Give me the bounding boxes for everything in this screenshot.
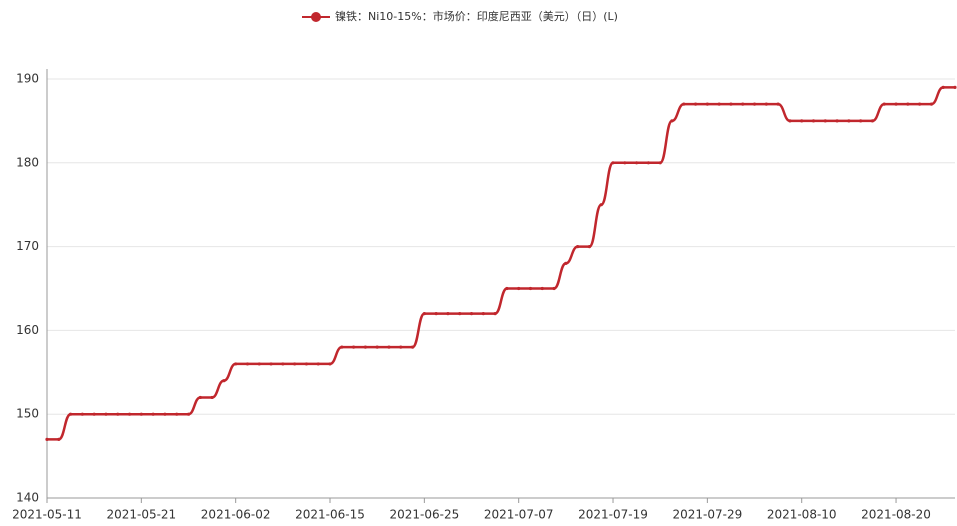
- legend-marker: [311, 12, 321, 22]
- point: [953, 85, 957, 89]
- point: [68, 412, 73, 416]
- x-tick-label: 2021-07-19: [578, 508, 648, 522]
- point: [375, 345, 379, 349]
- point: [800, 119, 804, 123]
- point: [458, 312, 462, 316]
- point: [257, 362, 261, 366]
- point: [363, 345, 367, 349]
- point: [882, 102, 886, 106]
- point: [540, 286, 544, 291]
- point: [670, 119, 674, 123]
- point: [505, 286, 509, 291]
- x-tick-label: 2021-07-29: [672, 508, 742, 522]
- point: [469, 312, 474, 316]
- point: [399, 345, 403, 349]
- point: [776, 102, 780, 106]
- point: [587, 245, 592, 249]
- x-tick-label: 2021-08-20: [861, 508, 931, 522]
- point: [104, 412, 108, 416]
- y-tick-label: 180: [16, 155, 39, 169]
- point: [293, 362, 297, 366]
- point: [175, 412, 179, 416]
- point: [234, 362, 238, 366]
- point: [729, 102, 733, 106]
- x-tick-label: 2021-06-15: [295, 508, 365, 522]
- point: [517, 286, 521, 291]
- point: [410, 345, 415, 349]
- point: [116, 412, 120, 416]
- point: [894, 102, 898, 106]
- point: [434, 312, 438, 316]
- point: [245, 362, 250, 366]
- y-tick-label: 150: [16, 407, 39, 421]
- point: [92, 412, 96, 416]
- point: [764, 102, 768, 106]
- point: [835, 119, 839, 123]
- point: [847, 119, 851, 123]
- point: [929, 102, 934, 106]
- point: [552, 286, 556, 291]
- point: [304, 362, 309, 366]
- point: [823, 119, 827, 123]
- x-tick-label: 2021-06-02: [201, 508, 271, 522]
- point: [693, 102, 698, 106]
- point: [446, 312, 450, 316]
- x-tick-label: 2021-08-10: [767, 508, 837, 522]
- point: [870, 119, 875, 123]
- point: [328, 362, 332, 366]
- point: [599, 203, 603, 207]
- point: [811, 119, 816, 123]
- point: [752, 102, 757, 106]
- point: [151, 412, 155, 416]
- point: [705, 102, 709, 106]
- point: [340, 345, 344, 349]
- point: [387, 345, 391, 349]
- y-tick-label: 140: [16, 491, 39, 505]
- y-tick-label: 190: [16, 72, 39, 86]
- point: [281, 362, 285, 366]
- point: [658, 161, 662, 165]
- point: [741, 102, 745, 106]
- point: [481, 312, 485, 316]
- point: [57, 437, 61, 441]
- point: [859, 119, 863, 123]
- point: [80, 412, 84, 416]
- point: [127, 412, 132, 416]
- line: [47, 86, 955, 441]
- point: [623, 161, 627, 165]
- point: [906, 102, 910, 106]
- y-tick-label: 160: [16, 323, 39, 337]
- point: [528, 286, 533, 291]
- x-tick-label: 2021-05-11: [12, 508, 82, 522]
- x-tick-label: 2021-05-21: [106, 508, 176, 522]
- x-tick-label: 2021-06-25: [389, 508, 459, 522]
- point: [788, 119, 792, 123]
- point: [422, 312, 426, 316]
- point: [210, 395, 214, 400]
- point: [163, 412, 167, 416]
- x-tick-label: 2021-07-07: [484, 508, 554, 522]
- point: [646, 161, 651, 165]
- point: [269, 362, 273, 366]
- point: [717, 102, 721, 106]
- point: [222, 379, 226, 383]
- point: [316, 362, 320, 366]
- point: [351, 345, 356, 349]
- point: [45, 437, 49, 441]
- point: [682, 102, 686, 106]
- point: [493, 312, 497, 316]
- point: [564, 261, 568, 265]
- point: [941, 85, 945, 89]
- y-tick-label: 170: [16, 239, 39, 253]
- point: [635, 161, 639, 165]
- legend-label: 镍铁：Ni10-15%：市场价：印度尼西亚（美元）（日）(L): [335, 9, 618, 23]
- point: [198, 395, 202, 400]
- point: [186, 412, 191, 416]
- point: [576, 245, 580, 249]
- point: [611, 161, 615, 165]
- point: [139, 412, 143, 416]
- point: [918, 102, 922, 106]
